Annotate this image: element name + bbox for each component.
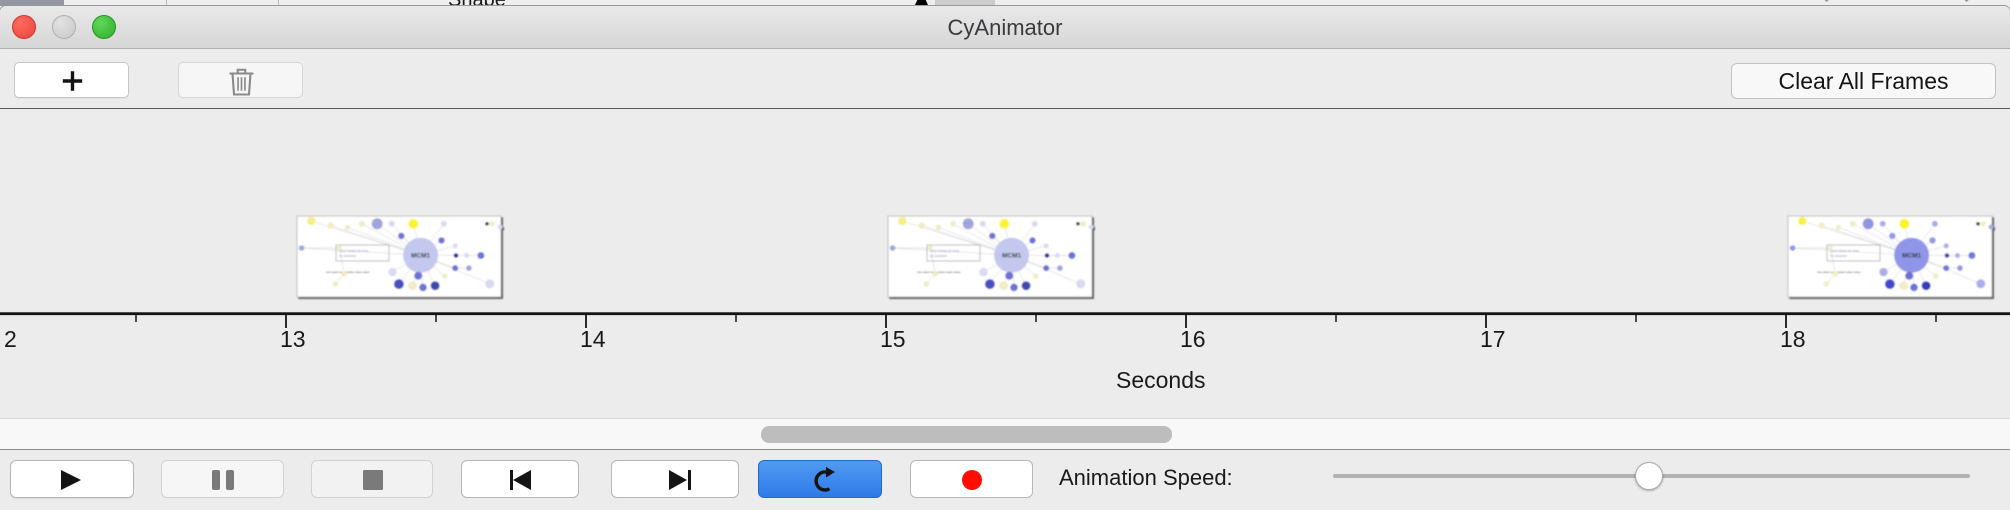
svg-text:18: 18 (1780, 326, 1806, 352)
svg-text:13: 13 (280, 326, 306, 352)
svg-text:17: 17 (1480, 326, 1506, 352)
svg-text:16: 16 (1180, 326, 1206, 352)
svg-text:MCM1: MCM1 (1902, 253, 1922, 260)
svg-text:MCM1: MCM1 (411, 253, 431, 260)
svg-text:14: 14 (580, 326, 606, 352)
svg-text:2: 2 (4, 326, 17, 352)
svg-text:15: 15 (880, 326, 906, 352)
svg-text:MCM1: MCM1 (1002, 253, 1022, 260)
